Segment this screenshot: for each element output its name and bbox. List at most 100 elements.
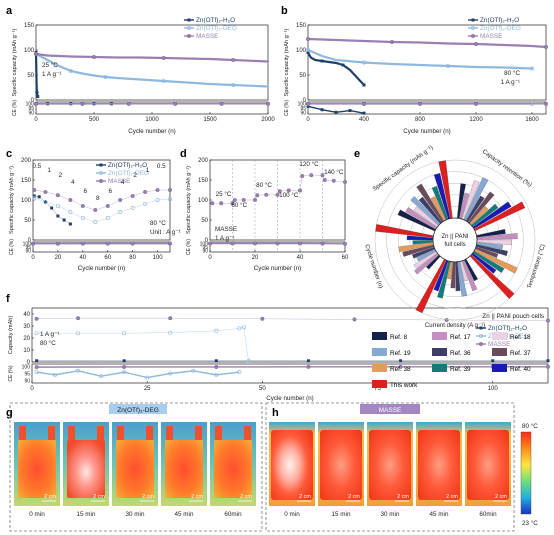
panel-letter-b: b	[281, 5, 288, 17]
legend-label: Zn(OTf)₂-DEG	[480, 25, 521, 32]
data-point	[68, 222, 72, 226]
legend-swatch	[372, 380, 387, 388]
ce-data-point	[306, 104, 310, 108]
ce-series-2	[306, 101, 548, 106]
panel-letter-h: h	[272, 407, 279, 419]
legend-label: Ref. 37	[510, 350, 531, 357]
legend-label: Ref. 17	[450, 334, 471, 341]
legend-label: Ref. 8	[390, 334, 407, 341]
data-point	[260, 316, 265, 321]
ce-data-point	[126, 101, 131, 106]
rate-label: 2	[133, 172, 137, 179]
data-point	[546, 318, 550, 323]
annotation: 1 A g⁻¹	[215, 235, 234, 242]
x-axis-label: Cycle number (n)	[128, 128, 175, 135]
legend-label: MASSE	[196, 33, 218, 40]
y-tick-label: 100	[24, 48, 35, 54]
temperature-label: 60 °C	[231, 201, 247, 209]
radar-ring	[386, 171, 524, 309]
ce-data-point	[343, 241, 347, 246]
x-axis-label: Cycle number (n)	[403, 128, 450, 135]
ce-data-point	[474, 101, 478, 106]
data-point	[34, 331, 39, 336]
ce-data-point	[76, 368, 81, 373]
ce-tick-label: 90	[25, 249, 31, 255]
time-label: 15 min	[332, 511, 351, 518]
data-point	[322, 178, 327, 182]
radar-axis-title: Capacity retention (%)	[481, 149, 533, 189]
rate-label: 6	[108, 188, 112, 195]
chart-title: Zn || PANI pouch cells	[482, 313, 544, 320]
data-point	[161, 56, 166, 60]
legend-marker	[99, 179, 103, 183]
scale-bar-label: 2 cm	[299, 494, 311, 500]
series-line	[306, 37, 548, 49]
panel-letter-d: d	[180, 148, 187, 160]
y-axis-label: Specific capacity (mAh g⁻¹)	[284, 28, 290, 96]
scale-bar-label: 2 cm	[397, 494, 409, 500]
rate-label: 1	[146, 167, 150, 174]
data-point	[219, 201, 224, 206]
x-tick-label: 50	[259, 386, 266, 392]
ce-plot-frame	[32, 241, 171, 253]
x-axis-label: Cycle number (n)	[254, 265, 301, 272]
radar-axis-title: Specific capacity (mAh g⁻¹)	[372, 145, 434, 193]
y-tick-label: 0	[31, 98, 35, 104]
ce-data-point	[334, 110, 338, 114]
rate-label: 8	[96, 195, 100, 202]
ce-data-point	[544, 101, 548, 106]
x-tick-label: 0	[208, 255, 212, 261]
ce-data-point	[145, 375, 150, 380]
x-tick-label: 0	[30, 386, 34, 392]
ce-data-point	[208, 241, 212, 246]
data-point	[168, 197, 173, 202]
y-axis-label: Capacity (mAh)	[8, 316, 14, 355]
thermal-tab-left	[68, 426, 75, 440]
legend-label: Ref. 36	[450, 350, 471, 357]
data-point	[103, 75, 108, 80]
legend-swatch	[492, 364, 507, 372]
radar-axis-title: Cycle number (n)	[363, 244, 383, 290]
rate-label: 2	[59, 172, 63, 179]
series-2	[32, 188, 172, 212]
legend-swatch	[372, 348, 387, 356]
data-point	[35, 91, 39, 94]
ce-data-point	[34, 370, 39, 375]
legend-marker	[479, 326, 483, 330]
data-point	[34, 52, 38, 56]
data-point	[305, 47, 310, 52]
thermal-cell-body	[116, 440, 154, 498]
radar-ring	[374, 159, 536, 321]
y-tick-label: 10	[23, 348, 30, 354]
ce-data-point	[237, 370, 242, 375]
ce-data-point	[320, 108, 324, 112]
ce-tick-label: 95	[24, 372, 30, 378]
annotation: 1 A g⁻¹	[42, 71, 61, 78]
legend-swatch	[432, 332, 447, 340]
x-tick-label: 20	[55, 255, 62, 261]
ce-tick-label: 95	[300, 106, 306, 112]
annotation: 1 A g⁻¹	[40, 331, 59, 338]
radar-bars	[375, 160, 526, 314]
ce-tick-label: 90	[24, 378, 30, 384]
thermal-cell-body	[369, 430, 411, 500]
data-point	[68, 69, 73, 74]
data-point	[361, 60, 366, 65]
radar-chart-panel-e: Zn || PANI full cells Capacity retention…	[363, 145, 547, 329]
data-point	[341, 63, 345, 67]
ce-data-point	[55, 241, 60, 246]
ce-axis-label: CE (%)	[12, 100, 18, 116]
thermal-cell-body	[271, 430, 313, 500]
series-line	[36, 326, 249, 361]
thermal-image-tile: 2 cm 0 min	[14, 422, 60, 518]
ce-data-point	[168, 371, 173, 376]
data-point	[93, 208, 98, 212]
series-line	[306, 51, 366, 87]
ce-tick-label: 100	[298, 102, 307, 108]
series-1	[305, 47, 534, 71]
data-point	[306, 51, 310, 54]
ce-data-point	[191, 368, 196, 373]
ce-data-point	[105, 241, 110, 246]
ce-tick-label: 95	[25, 245, 31, 251]
x-tick-label: 40	[79, 255, 86, 261]
